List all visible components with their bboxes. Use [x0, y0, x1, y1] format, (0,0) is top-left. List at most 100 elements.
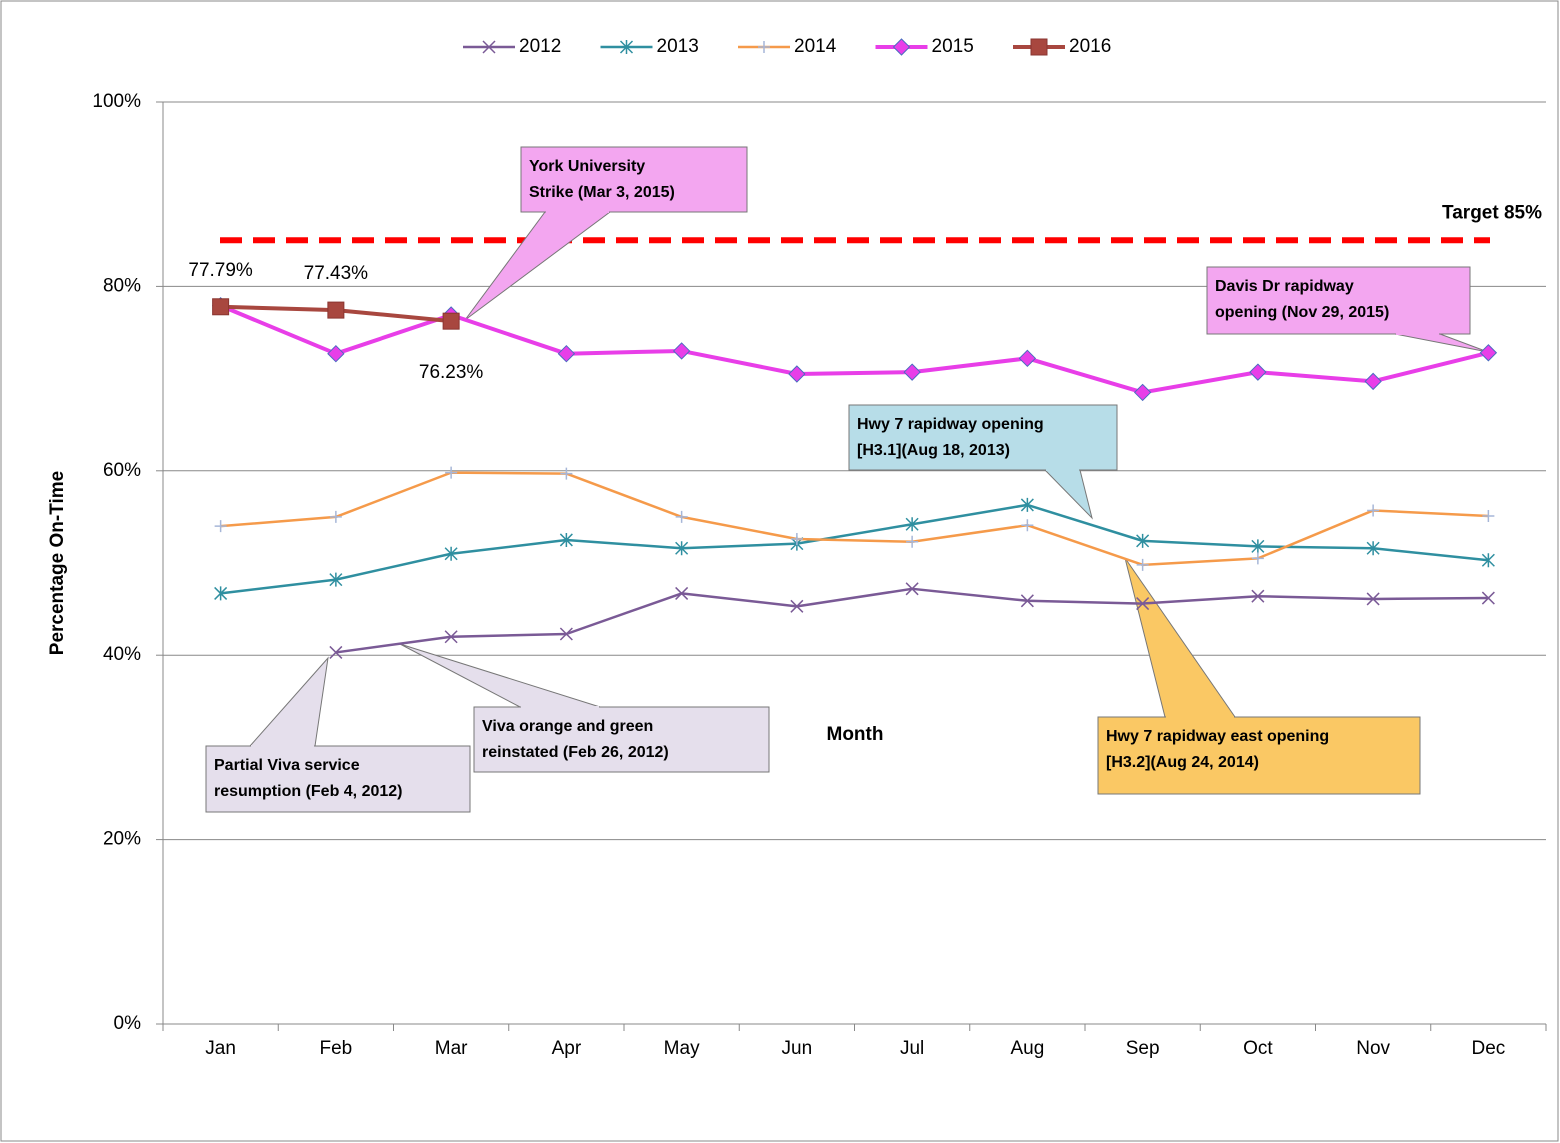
marker	[482, 40, 496, 54]
marker	[559, 532, 573, 547]
x-tick-label: Sep	[1126, 1038, 1160, 1059]
marker	[444, 630, 458, 644]
marker	[1136, 533, 1150, 548]
x-tick-label: Jan	[205, 1038, 236, 1059]
series-line	[219, 303, 1489, 395]
marker	[1020, 497, 1034, 512]
callout-text: [H3.1](Aug 18, 2013)	[857, 442, 1010, 459]
y-tick-label: 100%	[92, 91, 141, 112]
callout-text: Viva orange and green	[482, 718, 653, 735]
callout-text: Hwy 7 rapidway east opening	[1106, 728, 1329, 745]
marker	[1018, 349, 1037, 368]
callout: Davis Dr rapidway opening (Nov 29, 2015)	[1206, 266, 1489, 353]
target-label: Target 85%	[1442, 202, 1542, 223]
marker	[560, 467, 573, 480]
marker	[1482, 509, 1495, 522]
callout-text: opening (Nov 29, 2015)	[1215, 304, 1389, 321]
x-tick-label: Oct	[1243, 1038, 1273, 1059]
marker	[557, 344, 576, 363]
marker	[672, 342, 691, 360]
x-tick-label: Dec	[1471, 1038, 1505, 1059]
marker	[1021, 519, 1034, 532]
marker	[444, 546, 458, 561]
callout-text: Davis Dr rapidway	[1215, 278, 1354, 295]
callout: Hwy 7 rapidway opening [H3.1](Aug 18, 201…	[848, 404, 1118, 520]
callout-box	[1097, 716, 1421, 795]
marker	[1364, 372, 1382, 391]
callout-text: reinstated (Feb 26, 2012)	[482, 744, 669, 761]
legend-label: 2014	[794, 36, 837, 57]
callout-text: [H3.2](Aug 24, 2014)	[1106, 754, 1259, 771]
callout-text: resumption (Feb 4, 2012)	[214, 783, 403, 800]
callout-text: Hwy 7 rapidway opening	[857, 416, 1044, 433]
callout-text: Strike (Mar 3, 2015)	[529, 184, 675, 201]
marker	[212, 298, 230, 316]
marker	[445, 466, 458, 479]
callout: York University Strike (Mar 3, 2015)	[464, 146, 748, 321]
marker	[1479, 344, 1498, 362]
marker	[675, 586, 689, 600]
marker	[675, 510, 688, 523]
marker	[1367, 504, 1380, 517]
marker	[1366, 592, 1380, 606]
marker	[214, 520, 227, 533]
callout-box	[1206, 266, 1471, 335]
series-line	[220, 471, 1489, 567]
marker	[214, 586, 228, 601]
x-tick-label: Feb	[320, 1038, 353, 1059]
data-label: 77.79%	[188, 260, 253, 281]
marker	[619, 40, 634, 54]
callout-box	[473, 706, 770, 773]
x-tick-label: Jul	[900, 1038, 924, 1059]
x-tick-label: Nov	[1356, 1038, 1390, 1059]
marker	[442, 312, 460, 330]
marker	[1251, 552, 1264, 565]
marker	[1481, 591, 1495, 605]
y-tick-label: 20%	[103, 829, 141, 850]
marker	[327, 344, 345, 363]
marker	[559, 627, 573, 641]
callout-box	[520, 146, 748, 213]
marker	[1249, 363, 1267, 381]
marker	[1251, 589, 1265, 603]
marker	[327, 301, 345, 319]
legend-label: 2012	[519, 36, 561, 57]
marker	[329, 510, 342, 523]
marker	[1366, 541, 1380, 556]
callout-text: York University	[529, 158, 645, 175]
data-label: 76.23%	[419, 362, 484, 383]
marker	[329, 572, 343, 587]
marker	[1030, 38, 1048, 56]
y-tick-label: 60%	[103, 460, 141, 481]
marker	[788, 365, 806, 383]
marker	[1481, 553, 1495, 568]
marker	[905, 517, 919, 532]
legend-label: 2015	[932, 36, 974, 57]
x-axis-label: Month	[827, 724, 884, 745]
marker	[329, 645, 343, 659]
legend-label: 2016	[1069, 36, 1111, 57]
marker	[790, 533, 803, 546]
x-tick-label: Apr	[552, 1038, 582, 1059]
series-line	[220, 503, 1489, 595]
callout: Hwy 7 rapidway east opening [H3.2](Aug 24…	[1097, 557, 1421, 795]
y-tick-label: 80%	[103, 275, 141, 296]
callout-text: Partial Viva service	[214, 757, 360, 774]
x-tick-label: May	[664, 1038, 700, 1059]
y-tick-label: 0%	[114, 1013, 142, 1034]
callout-box	[848, 404, 1118, 471]
marker	[1020, 594, 1034, 608]
marker	[1136, 597, 1150, 611]
marker	[758, 41, 770, 53]
marker	[906, 535, 919, 548]
data-label: 77.43%	[304, 263, 369, 284]
y-tick-label: 40%	[103, 644, 141, 665]
callout-box	[205, 745, 471, 813]
x-tick-label: Mar	[435, 1038, 468, 1059]
y-axis-label: Percentage On-Time	[47, 471, 68, 655]
marker	[1251, 539, 1265, 554]
marker	[790, 599, 804, 613]
marker	[892, 38, 911, 56]
